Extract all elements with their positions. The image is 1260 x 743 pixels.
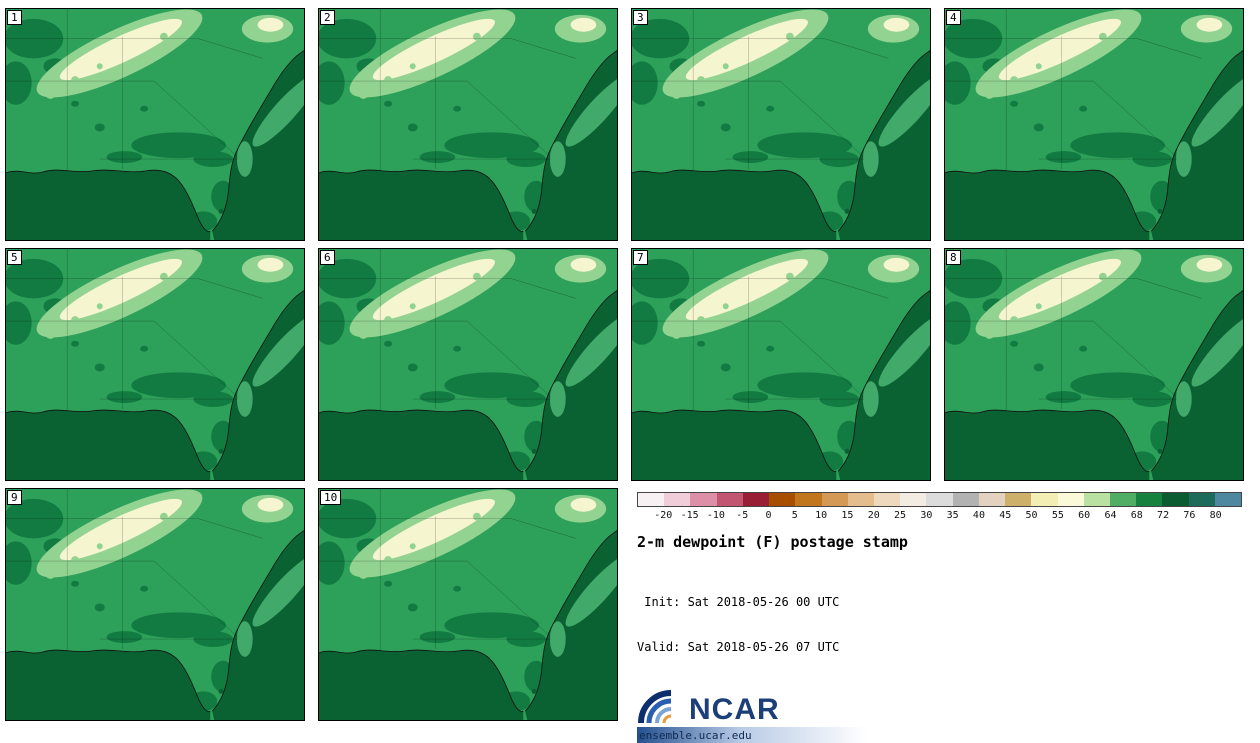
- panel-number-badge: 1: [7, 10, 22, 25]
- panel-number-badge: 7: [633, 250, 648, 265]
- colorbar-tick-label: -20: [654, 510, 673, 521]
- colorbar-area: -20 -15 -10 -5 0 5 10 15 20 25 30 35 40 45 50 55 60 64 68 7…: [637, 492, 1242, 521]
- plot-title: 2-m dewpoint (F) postage stamp: [637, 533, 908, 551]
- map-panel-3: 3: [631, 8, 931, 241]
- map-panel-10: 10: [318, 488, 618, 721]
- colorbar-segment: [795, 493, 822, 506]
- colorbar-segment: [952, 493, 979, 506]
- colorbar-tick-label: 0: [765, 510, 772, 521]
- colorbar-segment: [1214, 493, 1242, 506]
- panel-number-badge: 6: [320, 250, 335, 265]
- colorbar-segment: [1057, 493, 1084, 506]
- colorbar-tick-label: 55: [1051, 510, 1064, 521]
- panel-number-badge: 3: [633, 10, 648, 25]
- colorbar-tick-label: 68: [1130, 510, 1143, 521]
- dewpoint-map: [6, 489, 304, 720]
- colorbar-tick-label: 76: [1183, 510, 1196, 521]
- panel-number-badge: 8: [946, 250, 961, 265]
- colorbar-segment: [664, 493, 691, 506]
- panel-number-badge: 9: [7, 490, 22, 505]
- colorbar-segment: [638, 493, 665, 506]
- dewpoint-map: [632, 9, 930, 240]
- colorbar-segment: [978, 493, 1006, 506]
- colorbar-segment: [847, 493, 874, 506]
- colorbar-segment: [873, 493, 901, 506]
- colorbar-tick-label: -10: [706, 510, 725, 521]
- dewpoint-map: [6, 9, 304, 240]
- colorbar-segment: [1162, 493, 1189, 506]
- colorbar-segment: [1109, 493, 1137, 506]
- ncar-logo-arcs-icon: [638, 690, 672, 724]
- colorbar-tick-label: 5: [791, 510, 798, 521]
- colorbar-tick-label: 20: [867, 510, 880, 521]
- map-panel-5: 5: [5, 248, 305, 481]
- colorbar-tick-label: 10: [815, 510, 828, 521]
- legend-info-block: -20 -15 -10 -5 0 5 10 15 20 25 30 35 40 45 50 55 60 64 68 7…: [631, 488, 1244, 743]
- map-panel-6: 6: [318, 248, 618, 481]
- valid-time-line: Valid: Sat 2018-05-26 07 UTC: [637, 640, 840, 654]
- ncar-wordmark: NCAR: [689, 693, 780, 726]
- colorbar-tick-label: -5: [736, 510, 749, 521]
- colorbar-tick-label: 60: [1078, 510, 1091, 521]
- colorbar-segment: [821, 493, 848, 506]
- colorbar-segment: [1005, 493, 1032, 506]
- panel-number-badge: 5: [7, 250, 22, 265]
- panel-number-badge: 2: [320, 10, 335, 25]
- colorbar-segment: [900, 493, 927, 506]
- dewpoint-map: [319, 489, 617, 720]
- dewpoint-map: [6, 249, 304, 480]
- colorbar-segment: [690, 493, 717, 506]
- colorbar-tick-label: 45: [999, 510, 1012, 521]
- ncar-logo: NCAR: [637, 685, 867, 725]
- site-url-text: ensemble.ucar.edu: [639, 728, 752, 742]
- init-time-line: Init: Sat 2018-05-26 00 UTC: [637, 595, 840, 609]
- colorbar-segment: [926, 493, 953, 506]
- colorbar-segment: [716, 493, 743, 506]
- colorbar-tick-label: 80: [1209, 510, 1222, 521]
- dewpoint-map: [632, 249, 930, 480]
- colorbar-tick-label: 30: [920, 510, 933, 521]
- colorbar-segment: [1031, 493, 1058, 506]
- panel-number-badge: 10: [320, 490, 342, 505]
- postage-stamp-grid: 1 2 3 4 5 6 7 8 9 10 -20 -15 -10 -5 0 5 10 15 20: [5, 8, 1244, 743]
- dewpoint-map: [319, 9, 617, 240]
- colorbar-tick-label: 40: [972, 510, 985, 521]
- colorbar-tick-label: 50: [1025, 510, 1038, 521]
- colorbar-tick-label: 25: [894, 510, 907, 521]
- map-panel-4: 4: [944, 8, 1244, 241]
- panel-number-badge: 4: [946, 10, 961, 25]
- colorbar-tick-label: 35: [946, 510, 959, 521]
- map-panel-7: 7: [631, 248, 931, 481]
- colorbar-segment: [742, 493, 770, 506]
- colorbar: [637, 492, 1242, 507]
- map-panel-8: 8: [944, 248, 1244, 481]
- dewpoint-map: [945, 9, 1243, 240]
- colorbar-segment: [769, 493, 796, 506]
- dewpoint-map: [319, 249, 617, 480]
- colorbar-tick-label: 72: [1157, 510, 1170, 521]
- map-panel-2: 2: [318, 8, 618, 241]
- time-info: Init: Sat 2018-05-26 00 UTC Valid: Sat 2…: [637, 565, 1242, 685]
- colorbar-segment: [1083, 493, 1110, 506]
- map-panel-9: 9: [5, 488, 305, 721]
- dewpoint-map: [945, 249, 1243, 480]
- branding-block: NCAR ensemble.ucar.edu: [637, 685, 867, 743]
- colorbar-tick-label: 64: [1104, 510, 1117, 521]
- map-panel-1: 1: [5, 8, 305, 241]
- colorbar-tick-label: -15: [680, 510, 699, 521]
- site-url-bar: ensemble.ucar.edu: [637, 727, 867, 743]
- colorbar-segment: [1136, 493, 1163, 506]
- colorbar-segment: [1188, 493, 1215, 506]
- colorbar-tick-label: 15: [841, 510, 854, 521]
